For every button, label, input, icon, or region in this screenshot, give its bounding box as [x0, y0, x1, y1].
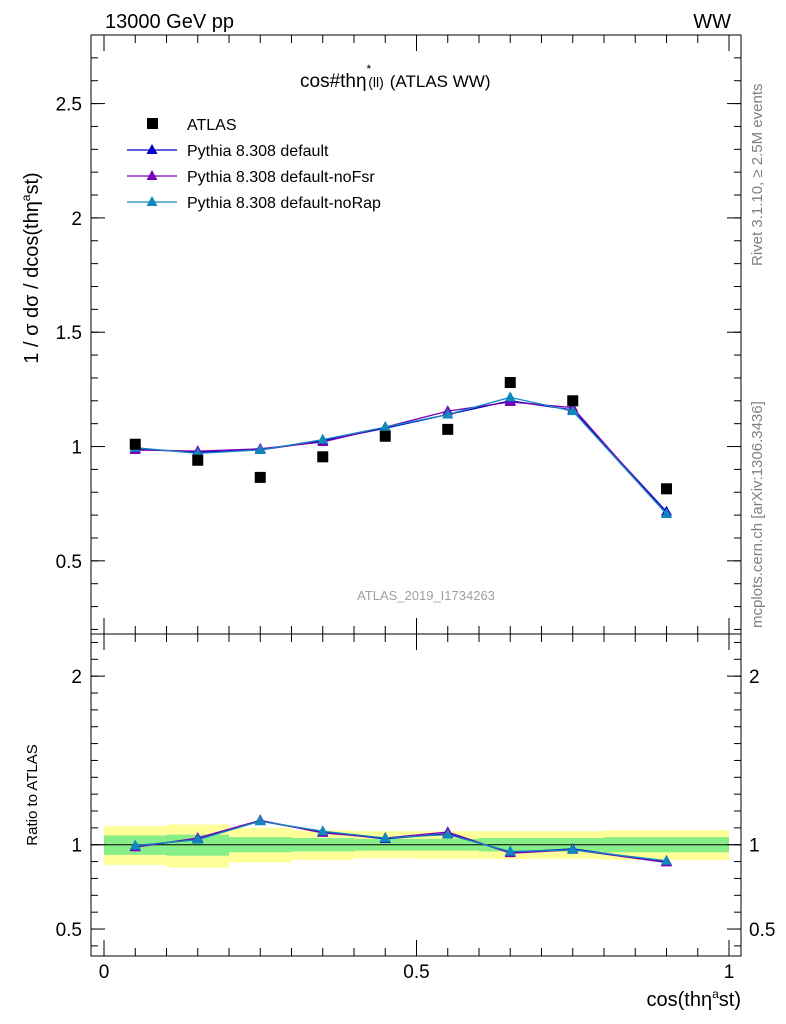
- main-y-tick-label: 1: [71, 438, 82, 459]
- main-axes: 0.5 1 1.5 2 2.5: [56, 35, 741, 634]
- process-label: WW: [693, 11, 731, 33]
- legend-marker-nofsr: [146, 170, 158, 180]
- legend-marker-default: [146, 144, 158, 154]
- ratio-axes: 0.5 0.5 1 1 2 2 0 0.5 1: [56, 634, 775, 983]
- atlas-data-point: [192, 454, 204, 466]
- ratio-point-2: [129, 839, 141, 850]
- main-y-tick-label: 1.5: [56, 323, 82, 344]
- atlas-data-point: [504, 377, 516, 389]
- ratio-series-layer: [129, 814, 672, 867]
- series-line-0: [135, 400, 667, 513]
- ratio-y-tick-label: 1: [71, 836, 82, 857]
- ratio-point-2: [192, 833, 204, 844]
- series-point-2: [317, 433, 329, 444]
- series-line-1: [135, 401, 667, 515]
- main-y-tick-label: 2.5: [56, 95, 82, 116]
- ratio-y-tick-label: 2: [71, 667, 82, 688]
- ratio-point-2: [661, 854, 672, 865]
- atlas-data-point: [254, 471, 266, 483]
- legend: ATLAS Pythia 8.308 default Pythia 8.308 …: [127, 117, 381, 212]
- ratio-y-tick-label-right: 1: [749, 836, 760, 857]
- atlas-data-point: [442, 423, 454, 435]
- ratio-frame: [90, 633, 742, 957]
- atlas-data-point: [379, 430, 391, 442]
- ratio-y-tick-label-right: 0.5: [749, 920, 775, 941]
- ratio-panel: 0.5 0.5 1 1 2 2 0 0.5 1 Ratio to ATLAS cos(thηas…: [24, 633, 775, 1011]
- rivet-label: Rivet 3.1.10, ≥ 2.5M events: [749, 84, 766, 267]
- watermark: ATLAS_2019_I1734263: [357, 588, 495, 603]
- ratio-point-2: [254, 815, 266, 826]
- title-rest: (ATLAS WW): [390, 72, 491, 91]
- x-tick-label: 0: [99, 962, 110, 983]
- legend-marker-atlas: [147, 118, 158, 129]
- ylabel-prefix: 1 / σ dσ / dcos(thη: [21, 201, 43, 364]
- legend-marker-norap: [146, 196, 158, 206]
- series-point-2: [504, 391, 516, 402]
- ylabel-suffix: st): [21, 172, 43, 194]
- ratio-point-2: [442, 828, 454, 839]
- main-y-axis-label: 1 / σ dσ / dcos(thηast): [19, 172, 43, 363]
- series-point-2: [379, 421, 391, 432]
- series-point-2: [254, 443, 266, 454]
- x-axis-label: cos(thηast): [647, 987, 742, 1011]
- main-y-tick-label: 0.5: [56, 552, 82, 573]
- legend-label-norap: Pythia 8.308 default-noRap: [187, 195, 381, 212]
- main-series-layer: [129, 377, 672, 518]
- chart-title: cos#thη* (ll) (ATLAS WW): [300, 62, 491, 92]
- x-tick-label: 0.5: [403, 962, 429, 983]
- xlabel-sup: a: [712, 987, 719, 1001]
- ratio-y-tick-label: 0.5: [56, 920, 82, 941]
- series-point-2: [661, 507, 672, 518]
- ratio-bands: [104, 824, 729, 868]
- atlas-data-point: [567, 395, 579, 407]
- ratio-point-2: [504, 845, 516, 856]
- title-sup: *: [367, 62, 372, 76]
- ratio-y-tick-label-right: 2: [749, 667, 760, 688]
- ratio-y-axis-label: Ratio to ATLAS: [24, 744, 41, 845]
- main-y-tick-label: 2: [71, 209, 82, 230]
- xlabel-suffix: st): [719, 989, 741, 1011]
- ratio-point-2: [379, 831, 391, 842]
- ratio-point-2: [317, 825, 329, 836]
- series-point-2: [567, 405, 579, 416]
- legend-label-atlas: ATLAS: [187, 117, 237, 134]
- mcplots-label: mcplots.cern.ch [arXiv:1306.3436]: [749, 401, 766, 628]
- main-panel: ATLAS_2019_I1734263 cos#thη* (ll) (ATLAS W…: [19, 34, 742, 635]
- title-sub: (ll): [368, 74, 384, 90]
- series-point-2: [442, 408, 454, 419]
- atlas-data-point: [661, 483, 672, 495]
- legend-label-nofsr: Pythia 8.308 default-noFsr: [187, 169, 375, 186]
- title-main: cos#thη: [300, 71, 367, 92]
- legend-label-default: Pythia 8.308 default: [187, 143, 329, 160]
- x-tick-label: 1: [724, 962, 735, 983]
- energy-label: 13000 GeV pp: [105, 11, 234, 33]
- series-line-2: [135, 396, 667, 515]
- ylabel-sup: a: [19, 194, 33, 201]
- atlas-data-point: [317, 451, 329, 463]
- atlas-data-point: [129, 438, 141, 450]
- xlabel-prefix: cos(thη: [647, 989, 713, 1011]
- ratio-point-2: [567, 843, 579, 854]
